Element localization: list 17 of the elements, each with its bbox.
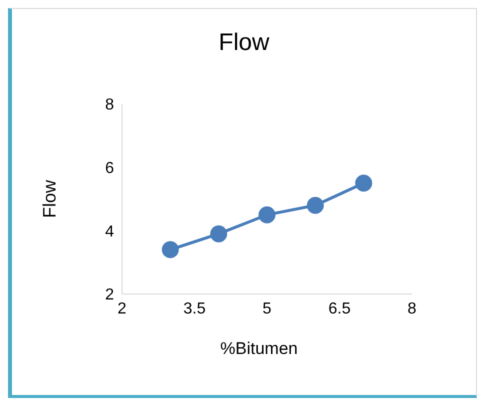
- x-tick-label: 3.5: [183, 300, 206, 318]
- point: [306, 196, 324, 214]
- y-tick-label: 2: [105, 286, 114, 304]
- x-tick-label: 2: [118, 300, 127, 318]
- point: [162, 241, 179, 258]
- point: [258, 206, 276, 224]
- point: [210, 225, 228, 242]
- y-axis-title: Flow: [40, 180, 60, 218]
- y-tick-label: 8: [105, 96, 114, 114]
- y-tick-label: 4: [105, 223, 114, 240]
- x-tick-label: 8: [408, 300, 417, 318]
- point: [355, 174, 372, 192]
- chart-title: Flow: [218, 29, 270, 57]
- x-axis-title: %Bitumen: [219, 339, 299, 359]
- x-tick-label: 6.5: [328, 300, 351, 318]
- y-tick-label: 6: [105, 160, 114, 178]
- x-tick-label: 5: [262, 300, 272, 318]
